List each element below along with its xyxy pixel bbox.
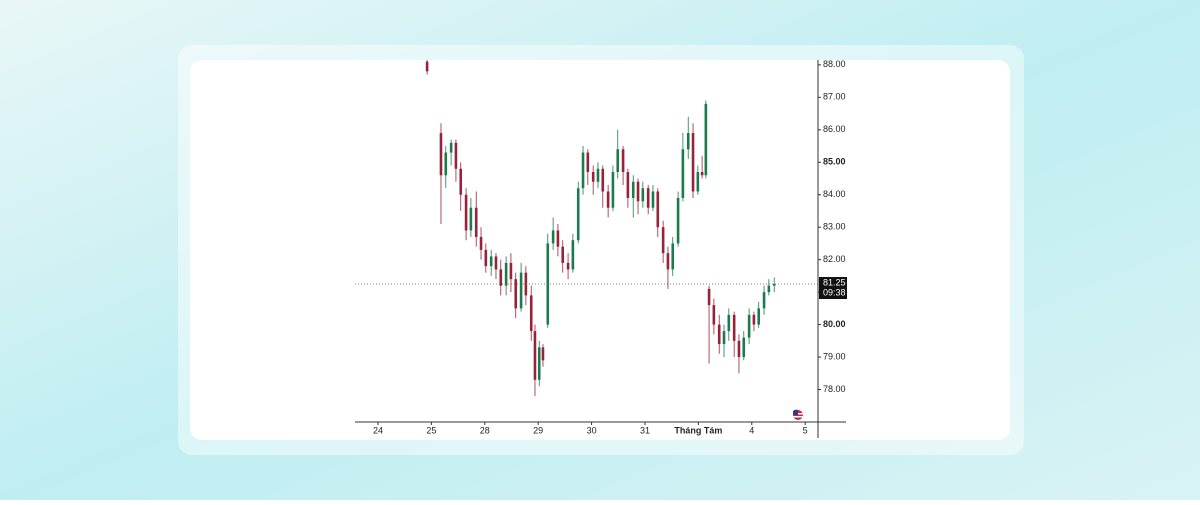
candle-body	[717, 324, 721, 345]
candle-body	[712, 305, 716, 325]
y-tick-label: 84.00	[823, 189, 846, 199]
candle-body	[772, 284, 776, 286]
candle-body	[646, 188, 650, 208]
candle-body	[586, 152, 590, 173]
candle-body	[757, 308, 761, 325]
x-tick-label: 31	[640, 425, 650, 435]
candle-body	[671, 243, 675, 270]
candle-body	[636, 181, 640, 202]
y-tick-label: 78.00	[823, 384, 846, 394]
candle-body	[626, 172, 630, 198]
x-tick-label: 5	[803, 425, 808, 435]
candle-body	[707, 288, 711, 306]
candle-body	[489, 256, 493, 267]
candle-body	[621, 149, 625, 173]
candle-body	[439, 133, 443, 176]
y-tick-label: 86.00	[823, 124, 846, 134]
candle-body	[529, 295, 533, 332]
x-tick-label: 28	[480, 425, 490, 435]
candle-body	[556, 230, 560, 247]
candle-body	[537, 347, 541, 380]
x-tick-label: 4	[749, 425, 754, 435]
candle-body	[514, 279, 518, 309]
candle-body	[661, 227, 665, 254]
candle-body	[459, 168, 463, 195]
candle-body	[601, 168, 605, 192]
y-tick-label: 83.00	[823, 222, 846, 232]
candle-body	[722, 331, 726, 345]
candle-body	[641, 188, 645, 202]
candle-body	[541, 347, 545, 361]
countdown-label: 09:38	[823, 287, 846, 297]
x-tick-label: 25	[426, 425, 436, 435]
y-tick-label: 85.00	[823, 157, 846, 167]
last-price-label: 81.25	[823, 277, 846, 287]
candle-body	[571, 240, 575, 270]
candle-body	[484, 249, 488, 267]
candle-body	[686, 133, 690, 150]
y-tick-label: 88.00	[823, 59, 846, 69]
candle-body	[509, 262, 513, 280]
candle-body	[576, 188, 580, 241]
x-tick-label: Tháng Tám	[674, 425, 722, 435]
candle-body	[454, 142, 458, 169]
candle-body	[504, 262, 508, 286]
candle-body	[499, 269, 503, 286]
candle-body	[700, 172, 704, 176]
y-tick-label: 87.00	[823, 92, 846, 102]
y-tick-label: 79.00	[823, 351, 846, 361]
candle-body	[656, 191, 660, 228]
candle-body	[767, 285, 771, 293]
candle-body	[762, 292, 766, 309]
candle-body	[479, 236, 483, 250]
candle-body	[651, 191, 655, 208]
candle-body	[533, 331, 537, 380]
x-tick-label: 24	[373, 425, 383, 435]
y-tick-label: 82.00	[823, 254, 846, 264]
candle-body	[519, 272, 523, 309]
candle-body	[681, 149, 685, 198]
candle-body	[425, 61, 429, 72]
candle-body	[469, 207, 473, 231]
flag-icon	[793, 409, 803, 420]
candle-body	[742, 337, 746, 358]
candle-body	[616, 149, 620, 173]
candle-body	[524, 272, 528, 296]
candle-body	[444, 152, 448, 176]
candle-body	[732, 314, 736, 341]
x-tick-label: 30	[587, 425, 597, 435]
candle-body	[691, 133, 695, 192]
candle-body	[704, 103, 708, 176]
candle-body	[737, 340, 741, 358]
y-tick-label: 80.00	[823, 319, 846, 329]
candle-body	[747, 314, 751, 338]
candle-body	[581, 152, 585, 189]
candle-body	[474, 207, 478, 237]
last-price-box	[819, 277, 847, 300]
candle-body	[494, 256, 498, 270]
candle-body	[596, 168, 600, 182]
candle-body	[561, 246, 565, 263]
candle-body	[606, 191, 610, 208]
candle-body	[566, 262, 570, 270]
candle-body	[696, 172, 700, 192]
x-tick-label: 29	[533, 425, 543, 435]
candle-body	[727, 314, 731, 332]
candle-body	[666, 253, 670, 270]
candle-body	[464, 194, 468, 231]
candle-body	[752, 314, 756, 325]
candle-body	[631, 181, 635, 198]
candle-body	[611, 172, 615, 208]
candle-body	[551, 230, 555, 244]
candle-body	[591, 172, 595, 182]
card	[190, 60, 1010, 440]
candle-body	[676, 197, 680, 244]
candle-body	[449, 142, 453, 153]
